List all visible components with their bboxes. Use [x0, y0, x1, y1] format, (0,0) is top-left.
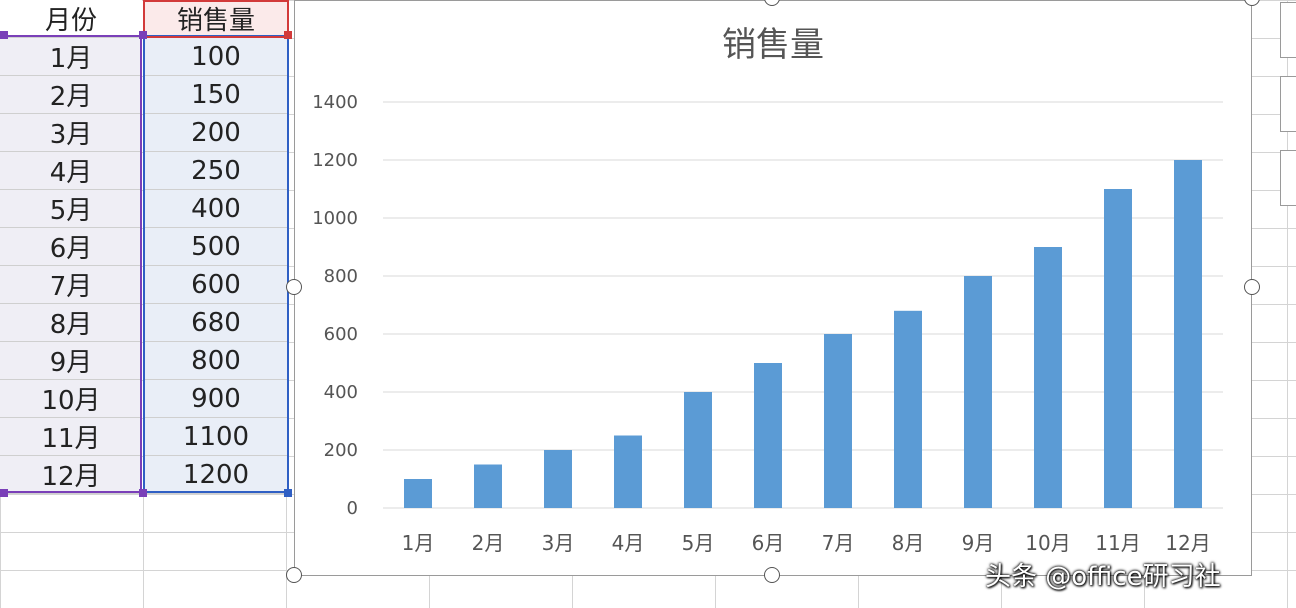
x-tick-label: 7月 [822, 531, 855, 555]
range-resize-handle[interactable] [139, 489, 147, 497]
bar[interactable] [1034, 247, 1062, 508]
y-tick-label: 400 [324, 382, 358, 403]
sales-cell[interactable]: 900 [145, 380, 287, 418]
bar[interactable] [474, 464, 502, 509]
bar[interactable] [404, 479, 432, 508]
chart-resize-handle[interactable] [286, 567, 302, 583]
y-tick-label: 800 [324, 266, 358, 287]
chart-resize-handle[interactable] [1244, 279, 1260, 295]
bar[interactable] [1174, 160, 1202, 508]
month-cell[interactable]: 12月 [0, 456, 142, 494]
bar[interactable] [614, 435, 642, 509]
month-cell[interactable]: 11月 [0, 418, 142, 456]
y-tick-label: 1200 [312, 150, 358, 171]
bar[interactable] [684, 392, 712, 508]
bar[interactable] [964, 276, 992, 508]
range-resize-handle[interactable] [139, 31, 147, 39]
sales-cell[interactable]: 150 [145, 76, 287, 114]
month-cell[interactable]: 8月 [0, 304, 142, 342]
chart-title[interactable]: 销售量 [722, 25, 824, 65]
x-tick-label: 4月 [612, 531, 645, 555]
x-tick-label: 10月 [1025, 531, 1070, 555]
sales-cell[interactable]: 100 [145, 38, 287, 76]
sales-cell[interactable]: 250 [145, 152, 287, 190]
x-tick-label: 2月 [472, 531, 505, 555]
y-tick-label: 1000 [312, 208, 358, 229]
category-range-highlight [0, 35, 142, 493]
y-tick-label: 0 [347, 498, 358, 519]
x-tick-label: 6月 [752, 531, 785, 555]
value-range-highlight [143, 35, 289, 493]
chart-elements-button[interactable] [1280, 2, 1296, 58]
month-cell[interactable]: 5月 [0, 190, 142, 228]
bar[interactable] [754, 363, 782, 508]
x-tick-label: 9月 [962, 531, 995, 555]
month-cell[interactable]: 10月 [0, 380, 142, 418]
chart-area[interactable]: 销售量 0 200 400 600 800 1000 1200 1400 1月 2月 3月 4月 5月… [294, 0, 1252, 576]
month-header[interactable]: 月份 [0, 0, 142, 38]
sales-cell[interactable]: 400 [145, 190, 287, 228]
bar[interactable] [544, 450, 572, 508]
chart-filters-button[interactable] [1280, 150, 1296, 206]
sales-cell[interactable]: 1200 [145, 456, 287, 494]
month-cell[interactable]: 2月 [0, 76, 142, 114]
sales-cell[interactable]: 600 [145, 266, 287, 304]
sales-cell[interactable]: 200 [145, 114, 287, 152]
month-cell[interactable]: 1月 [0, 38, 142, 76]
watermark-text: 头条 @office研习社 [985, 562, 1221, 592]
month-cell[interactable]: 3月 [0, 114, 142, 152]
x-tick-label: 11月 [1095, 531, 1140, 555]
y-tick-label: 600 [324, 324, 358, 345]
month-cell[interactable]: 9月 [0, 342, 142, 380]
x-tick-label: 12月 [1165, 531, 1210, 555]
y-tick-label: 200 [324, 440, 358, 461]
sales-cell[interactable]: 500 [145, 228, 287, 266]
x-tick-label: 8月 [892, 531, 925, 555]
chart-styles-button[interactable] [1280, 76, 1296, 132]
month-cell[interactable]: 7月 [0, 266, 142, 304]
range-resize-handle[interactable] [284, 31, 292, 39]
chart-resize-handle[interactable] [764, 567, 780, 583]
month-cell[interactable]: 6月 [0, 228, 142, 266]
x-tick-label: 5月 [682, 531, 715, 555]
sales-cell[interactable]: 800 [145, 342, 287, 380]
range-resize-handle[interactable] [284, 489, 292, 497]
bar[interactable] [824, 334, 852, 508]
bar[interactable] [1104, 189, 1132, 508]
column-chart: 销售量 0 200 400 600 800 1000 1200 1400 1月 2月 3月 4月 5月… [312, 25, 1223, 555]
y-tick-label: 1400 [312, 92, 358, 113]
x-tick-label: 1月 [402, 531, 435, 555]
sales-cell[interactable]: 1100 [145, 418, 287, 456]
sales-header[interactable]: 销售量 [145, 0, 287, 38]
range-resize-handle[interactable] [0, 31, 8, 39]
bar[interactable] [894, 310, 922, 508]
range-resize-handle[interactable] [0, 489, 8, 497]
month-cell[interactable]: 4月 [0, 152, 142, 190]
chart-resize-handle[interactable] [286, 279, 302, 295]
x-tick-label: 3月 [542, 531, 575, 555]
sales-cell[interactable]: 680 [145, 304, 287, 342]
series-name-highlight [143, 0, 289, 38]
